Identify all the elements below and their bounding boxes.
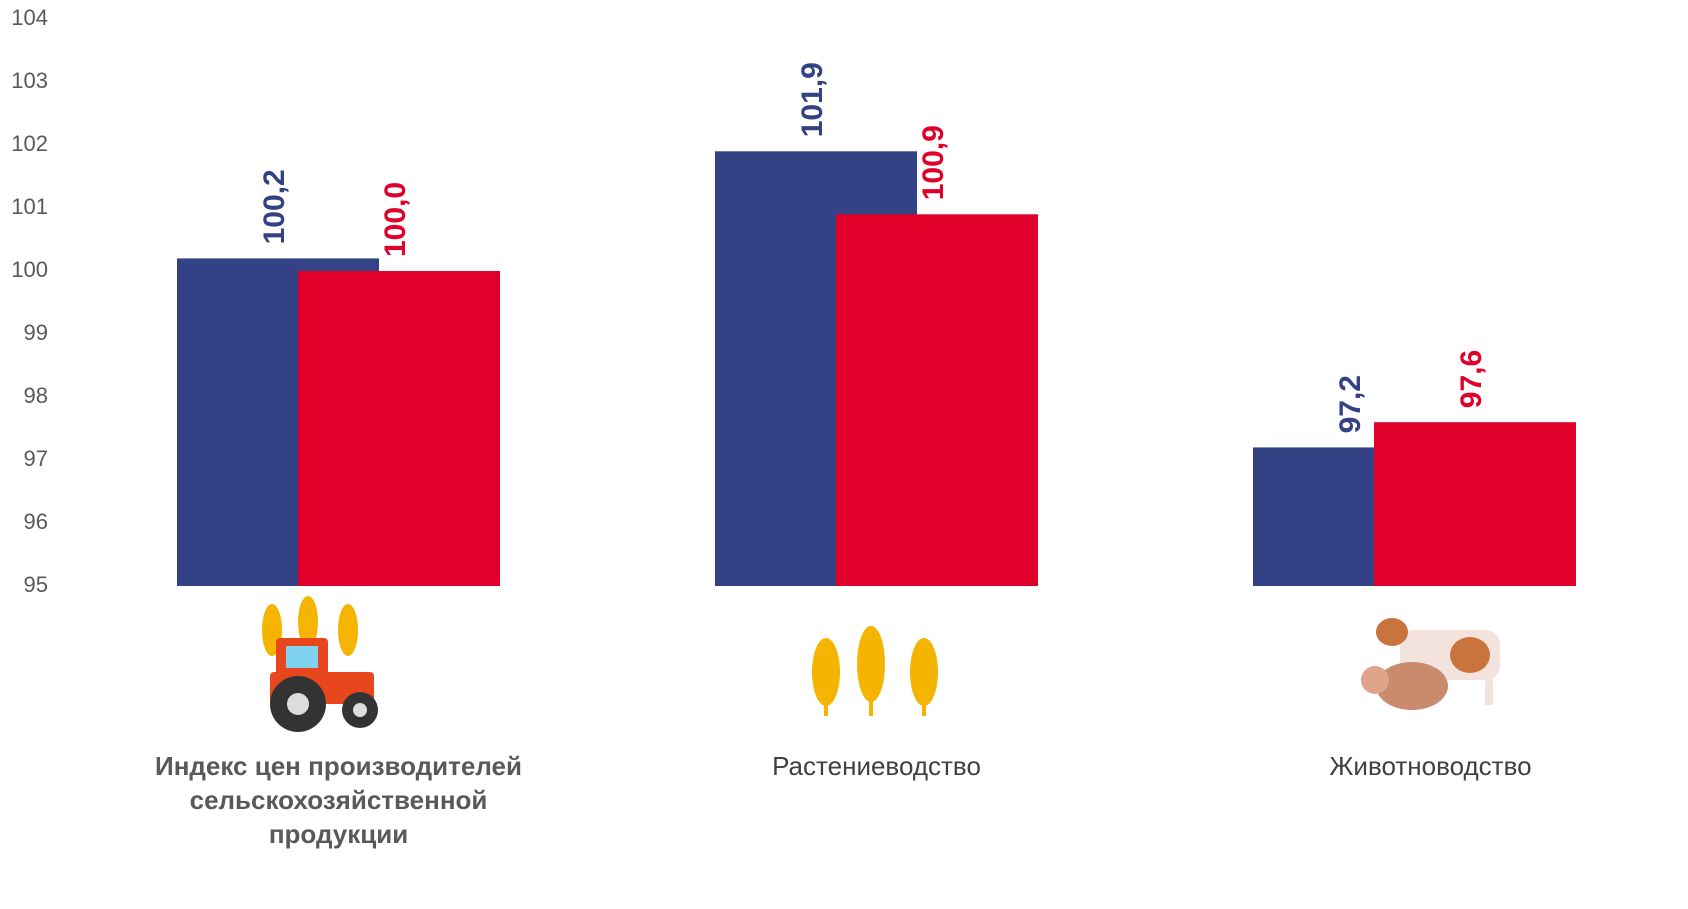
value-label: 100,2 [258, 169, 291, 244]
bar [836, 214, 1038, 587]
y-tick-label: 95 [24, 572, 48, 597]
value-label: 100,0 [379, 182, 412, 257]
tractor-icon [262, 596, 378, 732]
y-tick-label: 104 [11, 5, 48, 30]
x-tick-label: Растениеводство [772, 751, 981, 781]
x-tick-label: Животноводство [1329, 751, 1532, 781]
y-tick-label: 100 [11, 257, 48, 282]
bar [1374, 422, 1576, 586]
livestock-icon [1361, 618, 1500, 710]
y-tick-label: 103 [11, 68, 48, 93]
x-tick-label: Индекс цен производителей сельскохозяйст… [155, 751, 522, 849]
value-label: 97,2 [1334, 375, 1367, 433]
y-tick-label: 102 [11, 131, 48, 156]
wheat-icon [812, 626, 938, 716]
y-tick-label: 98 [24, 383, 48, 408]
value-label: 101,9 [796, 62, 829, 137]
value-label: 97,6 [1455, 350, 1488, 408]
y-tick-label: 96 [24, 509, 48, 534]
bar [298, 271, 500, 586]
value-label: 100,9 [917, 125, 950, 200]
y-tick-label: 99 [24, 320, 48, 345]
y-tick-label: 101 [11, 194, 48, 219]
y-tick-label: 97 [24, 446, 48, 471]
